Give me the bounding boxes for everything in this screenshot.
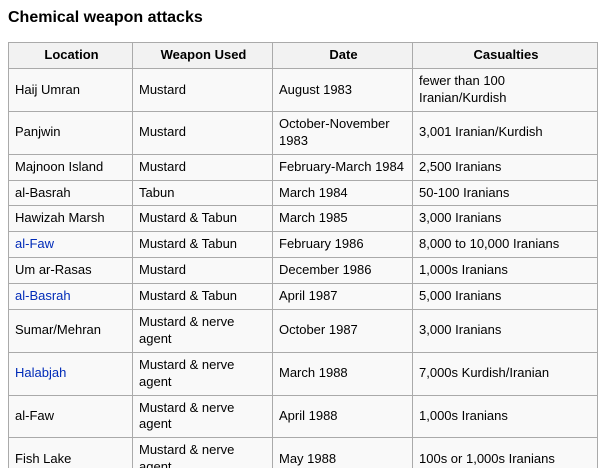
casualties-cell: 100s or 1,000s Iranians <box>412 437 598 468</box>
table-row: Panjwin Mustard October-November 1983 3,001… <box>8 110 598 155</box>
weapon-cell: Mustard & nerve agent <box>132 437 273 468</box>
casualties-cell: 3,000 Iranians <box>412 308 598 353</box>
location-text: al-Faw <box>15 407 55 423</box>
casualties-cell: 1,000s Iranians <box>412 394 598 439</box>
location-cell: al-Faw <box>8 231 133 259</box>
location-cell: Um ar-Rasas <box>8 257 133 285</box>
location-text: Hawizah Marsh <box>15 210 105 226</box>
location-cell: al-Basrah <box>8 283 133 310</box>
column-header-location: Location <box>8 42 133 70</box>
location-cell: Hawizah Marsh <box>8 205 133 233</box>
location-cell: Halabjah <box>8 351 133 396</box>
location-link[interactable]: Halabjah <box>15 365 67 381</box>
casualties-cell: fewer than 100 Iranian/Kurdish <box>412 68 598 112</box>
casualties-cell: 5,000 Iranians <box>412 283 598 310</box>
location-link[interactable]: al-Basrah <box>15 288 71 304</box>
date-cell: February 1986 <box>272 231 413 259</box>
weapon-cell: Mustard <box>132 153 273 181</box>
table-row: Hawizah Marsh Mustard & Tabun March 1985 3,… <box>8 205 598 233</box>
table-row: Sumar/Mehran Mustard & nerve agent October… <box>8 308 598 353</box>
table-row: Fish Lake Mustard & nerve agent May 1988 10… <box>8 437 598 468</box>
casualties-cell: 7,000s Kurdish/Iranian <box>412 351 598 396</box>
location-cell: Fish Lake <box>8 437 133 468</box>
table-row: Majnoon Island Mustard February-March 1984… <box>8 153 598 181</box>
location-cell: Haij Umran <box>8 68 133 112</box>
weapon-cell: Mustard & Tabun <box>132 283 273 310</box>
casualties-cell: 1,000s Iranians <box>412 257 598 285</box>
casualties-cell: 3,000 Iranians <box>412 205 598 233</box>
date-cell: March 1985 <box>272 205 413 233</box>
column-header-date: Date <box>272 42 413 70</box>
location-text: Majnoon Island <box>15 158 104 174</box>
location-text: al-Basrah <box>15 184 71 200</box>
location-text: Sumar/Mehran <box>15 322 101 338</box>
table-row: al-Basrah Tabun March 1984 50-100 Iranians <box>8 179 598 207</box>
date-cell: October-November 1983 <box>272 110 413 155</box>
weapon-cell: Mustard & nerve agent <box>132 308 273 353</box>
date-cell: April 1987 <box>272 283 413 310</box>
header-row: Location Weapon Used Date Casualties <box>8 42 598 70</box>
date-cell: October 1987 <box>272 308 413 353</box>
location-text: Um ar-Rasas <box>15 262 92 278</box>
casualties-cell: 2,500 Iranians <box>412 153 598 181</box>
date-cell: March 1984 <box>272 179 413 207</box>
date-cell: August 1983 <box>272 68 413 112</box>
location-cell: al-Faw <box>8 394 133 439</box>
weapon-cell: Mustard <box>132 68 273 112</box>
table-row: al-Basrah Mustard & Tabun April 1987 5,000 … <box>8 283 598 310</box>
location-cell: Majnoon Island <box>8 153 133 181</box>
table-body: Haij Umran Mustard August 1983 fewer than 1… <box>8 68 598 468</box>
date-cell: February-March 1984 <box>272 153 413 181</box>
weapon-cell: Tabun <box>132 179 273 207</box>
weapon-cell: Mustard & Tabun <box>132 205 273 233</box>
date-cell: December 1986 <box>272 257 413 285</box>
location-cell: Sumar/Mehran <box>8 308 133 353</box>
date-cell: April 1988 <box>272 394 413 439</box>
column-header-casualties: Casualties <box>412 42 598 70</box>
table-row: al-Faw Mustard & Tabun February 1986 8,000 … <box>8 231 598 259</box>
table-row: Um ar-Rasas Mustard December 1986 1,000s Ir… <box>8 257 598 285</box>
weapon-cell: Mustard <box>132 257 273 285</box>
chemical-attacks-table: Location Weapon Used Date Casualties Hai… <box>8 42 598 468</box>
casualties-cell: 3,001 Iranian/Kurdish <box>412 110 598 155</box>
column-header-weapon: Weapon Used <box>132 42 273 70</box>
casualties-cell: 8,000 to 10,000 Iranians <box>412 231 598 259</box>
table-row: Halabjah Mustard & nerve agent March 1988 7… <box>8 351 598 396</box>
location-link[interactable]: al-Faw <box>15 236 55 252</box>
weapon-cell: Mustard & nerve agent <box>132 394 273 439</box>
location-text: Fish Lake <box>15 450 72 466</box>
table-row: al-Faw Mustard & nerve agent April 1988 1,0… <box>8 394 598 439</box>
date-cell: May 1988 <box>272 437 413 468</box>
location-text: Haij Umran <box>15 81 81 97</box>
location-text: Panjwin <box>15 124 61 140</box>
date-cell: March 1988 <box>272 351 413 396</box>
page-title: Chemical weapon attacks <box>8 9 203 26</box>
casualties-cell: 50-100 Iranians <box>412 179 598 207</box>
weapon-cell: Mustard & Tabun <box>132 231 273 259</box>
weapon-cell: Mustard <box>132 110 273 155</box>
weapon-cell: Mustard & nerve agent <box>132 351 273 396</box>
location-cell: Panjwin <box>8 110 133 155</box>
location-cell: al-Basrah <box>8 179 133 207</box>
table-row: Haij Umran Mustard August 1983 fewer than 1… <box>8 68 598 112</box>
